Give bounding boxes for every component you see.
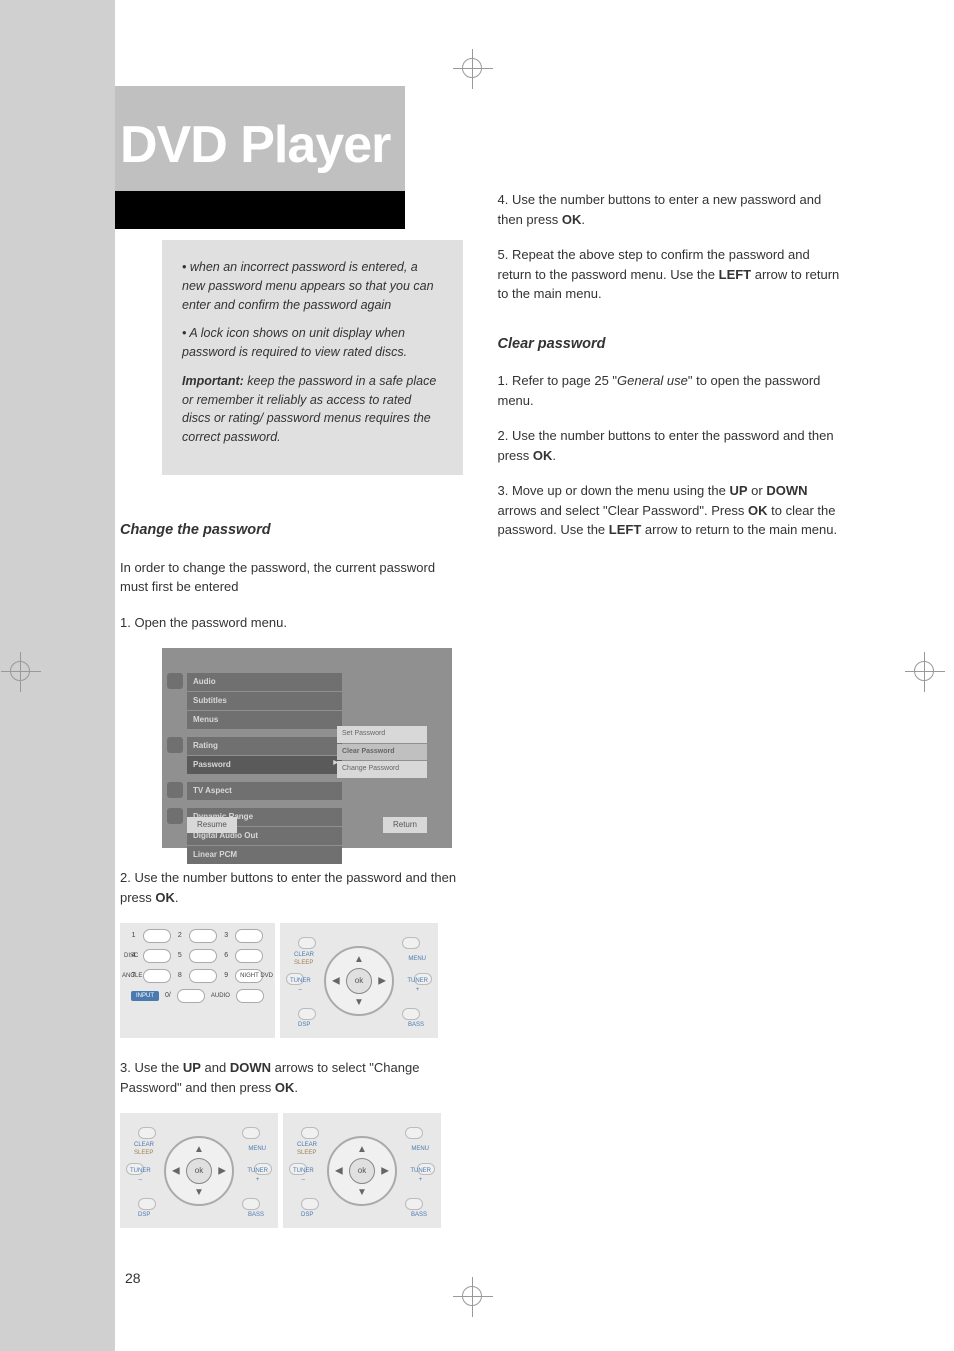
section-bar	[115, 191, 405, 229]
menu-screenshot: Audio Subtitles Menus Rating Password TV…	[162, 648, 452, 848]
clear-step-1: 1. Refer to page 25 "General use" to ope…	[498, 371, 841, 410]
info-bullet-1: • when an incorrect password is entered,…	[182, 258, 443, 314]
lock-icon	[167, 737, 183, 753]
language-icon	[167, 673, 183, 689]
remote-nav-3: CLEAR SLEEP MENU TUNER– TUNER+ DSP BASS …	[283, 1113, 441, 1228]
menu-pcm: Linear PCM	[187, 846, 342, 864]
crop-mark-bottom	[462, 1286, 492, 1316]
right-column: 4. Use the number buttons to enter a new…	[498, 240, 841, 1248]
info-bullet-2: • A lock icon shows on unit display when…	[182, 324, 443, 362]
info-box: • when an incorrect password is entered,…	[162, 240, 463, 475]
resume-button: Resume	[187, 817, 237, 833]
step-1: 1. Open the password menu.	[120, 613, 463, 633]
step-5: 5. Repeat the above step to confirm the …	[498, 245, 841, 304]
clear-step-2: 2. Use the number buttons to enter the p…	[498, 426, 841, 465]
menu-menus: Menus	[187, 711, 342, 729]
info-important: Important: keep the password in a safe p…	[182, 372, 443, 447]
submenu-clear: Clear Password	[337, 744, 427, 761]
step-3: 3. Use the UP and DOWN arrows to select …	[120, 1058, 463, 1097]
page-number: 28	[125, 1270, 141, 1286]
crop-mark-right	[914, 661, 944, 691]
submenu-set: Set Password	[337, 726, 427, 743]
change-password-heading: Change the password	[120, 520, 463, 542]
menu-password: Password	[187, 756, 342, 774]
step-4: 4. Use the number buttons to enter a new…	[498, 190, 841, 229]
crop-mark-top	[462, 58, 492, 88]
menu-rating: Rating	[187, 737, 342, 755]
tv-icon	[167, 782, 183, 798]
menu-tvaspect: TV Aspect	[187, 782, 342, 800]
menu-audio: Audio	[187, 673, 342, 691]
step-2: 2. Use the number buttons to enter the p…	[120, 868, 463, 907]
remote-numpad: 1 2 3 DISC 4 5 6 ANGLE 7 8 9	[120, 923, 275, 1038]
menu-subtitles: Subtitles	[187, 692, 342, 710]
change-password-intro: In order to change the password, the cur…	[120, 558, 463, 597]
submenu-change: Change Password	[337, 761, 427, 778]
crop-mark-left	[10, 661, 40, 691]
remote-nav-1: CLEAR SLEEP MENU TUNER– TUNER+ DSP BASS …	[280, 923, 438, 1038]
clear-password-heading: Clear password	[498, 334, 841, 356]
input-button: INPUT	[131, 991, 159, 1001]
page-title: DVD Player	[120, 115, 390, 175]
remote-nav-2: CLEAR SLEEP MENU TUNER– TUNER+ DSP BASS …	[120, 1113, 278, 1228]
left-column: • when an incorrect password is entered,…	[120, 240, 463, 1248]
return-button: Return	[383, 817, 427, 833]
speaker-icon	[167, 808, 183, 824]
ok-button: ok	[346, 968, 372, 994]
clear-step-3: 3. Move up or down the menu using the UP…	[498, 481, 841, 540]
important-label: Important:	[182, 374, 244, 388]
